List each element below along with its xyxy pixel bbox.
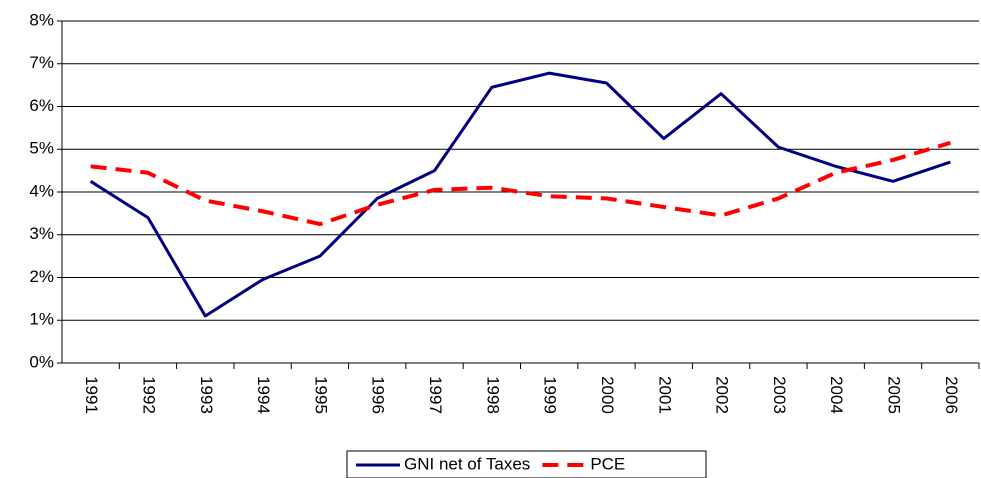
- legend-label: GNI net of Taxes: [404, 454, 530, 473]
- series-line: [89, 71, 951, 318]
- x-tick-label: 1993: [197, 376, 216, 414]
- y-tick-label: 5%: [29, 139, 54, 158]
- y-tick-label: 4%: [29, 181, 54, 200]
- y-tick-label: 3%: [29, 224, 54, 243]
- x-tick-label: 2000: [598, 376, 617, 414]
- y-tick-label: 1%: [29, 310, 54, 329]
- y-tick-label: 0%: [29, 352, 54, 371]
- y-tick-label: 2%: [29, 267, 54, 286]
- y-tick-label: 7%: [29, 53, 54, 72]
- x-tick-label: 2001: [655, 376, 674, 414]
- x-tick-label: 1997: [426, 376, 445, 414]
- x-tick-label: 1996: [369, 376, 388, 414]
- y-tick-label: 8%: [29, 10, 54, 29]
- legend: GNI net of Taxes PCE: [346, 450, 707, 478]
- legend-box: [346, 450, 707, 478]
- x-tick-label: 1995: [311, 376, 330, 414]
- x-tick-label: 2002: [713, 376, 732, 414]
- x-tick-label: 1991: [82, 376, 101, 414]
- x-tick-label: 1992: [139, 376, 158, 414]
- x-tick-label: 1994: [254, 376, 273, 414]
- series-line: [90, 140, 951, 227]
- x-tick-label: 1999: [541, 376, 560, 414]
- x-tick-label: 1998: [483, 376, 502, 414]
- legend-label: PCE: [590, 454, 625, 473]
- x-tick-label: 2003: [770, 376, 789, 414]
- x-tick-label: 2004: [827, 376, 846, 414]
- x-tick-label: 2006: [942, 376, 961, 414]
- y-tick-label: 6%: [29, 96, 54, 115]
- x-tick-label: 2005: [885, 376, 904, 414]
